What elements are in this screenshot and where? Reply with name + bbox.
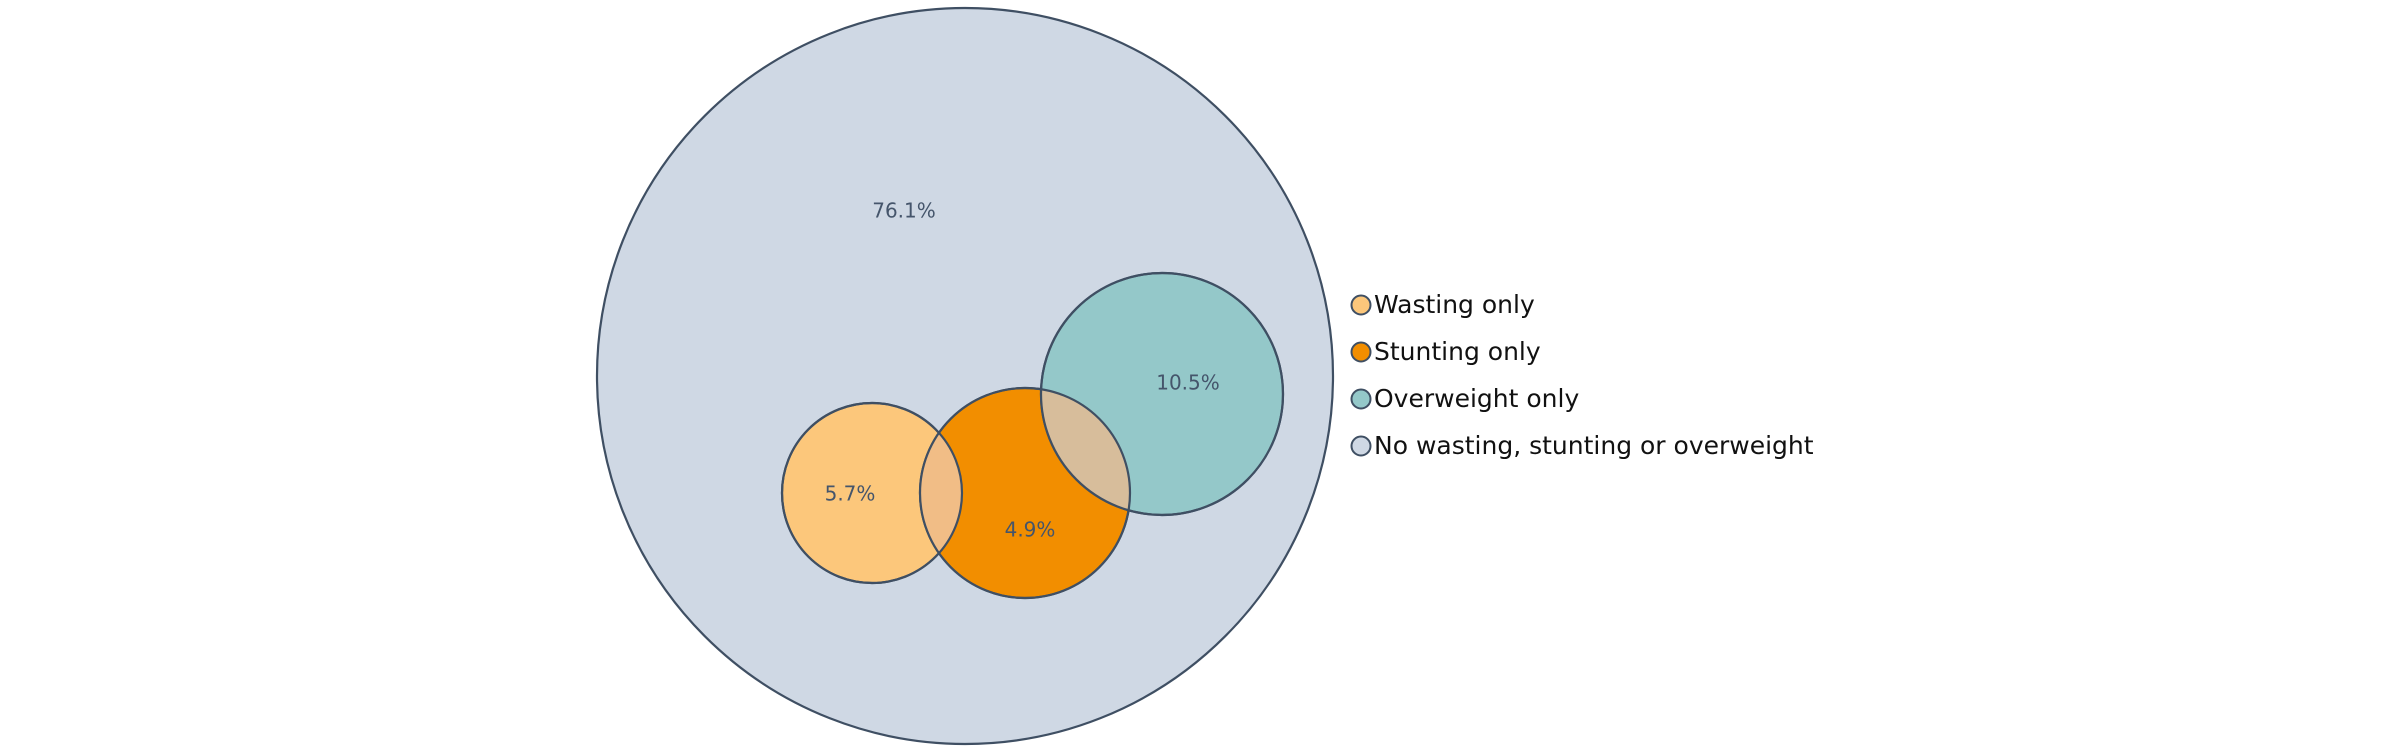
label-wasting-only: 5.7%: [825, 482, 876, 506]
outline-wasting-only: [780, 401, 964, 585]
outline-overweight-only: [1039, 271, 1285, 517]
legend-item-stunting-only: Stunting only: [1350, 337, 1541, 366]
legend-item-wasting-only: Wasting only: [1350, 290, 1535, 319]
legend-item-overweight-only: Overweight only: [1350, 384, 1579, 413]
legend-marker-wasting-only: [1350, 294, 1372, 316]
label-overweight-only: 10.5%: [1156, 371, 1220, 395]
legend-label-no-wasting-stunting-overweight: No wasting, stunting or overweight: [1374, 431, 1814, 460]
legend-marker-no-wasting-stunting-overweight: [1350, 435, 1372, 457]
legend-marker-stunting-only: [1350, 341, 1372, 363]
overlap-stunting-overweight: [1041, 388, 1130, 515]
outer-circle-no-wasting-stunting-overweight: [595, 6, 1335, 746]
label-stunting-only: 4.9%: [1005, 518, 1056, 542]
legend: Wasting only Stunting only Overweight on…: [1350, 290, 1814, 460]
legend-marker-overweight-only: [1350, 388, 1372, 410]
legend-label-overweight-only: Overweight only: [1374, 384, 1579, 413]
legend-item-no-wasting-stunting-overweight: No wasting, stunting or overweight: [1350, 431, 1814, 460]
label-no-wasting-stunting-overweight: 76.1%: [872, 199, 936, 223]
legend-label-wasting-only: Wasting only: [1374, 290, 1535, 319]
legend-label-stunting-only: Stunting only: [1374, 337, 1541, 366]
outline-stunting-only: [918, 386, 1132, 600]
